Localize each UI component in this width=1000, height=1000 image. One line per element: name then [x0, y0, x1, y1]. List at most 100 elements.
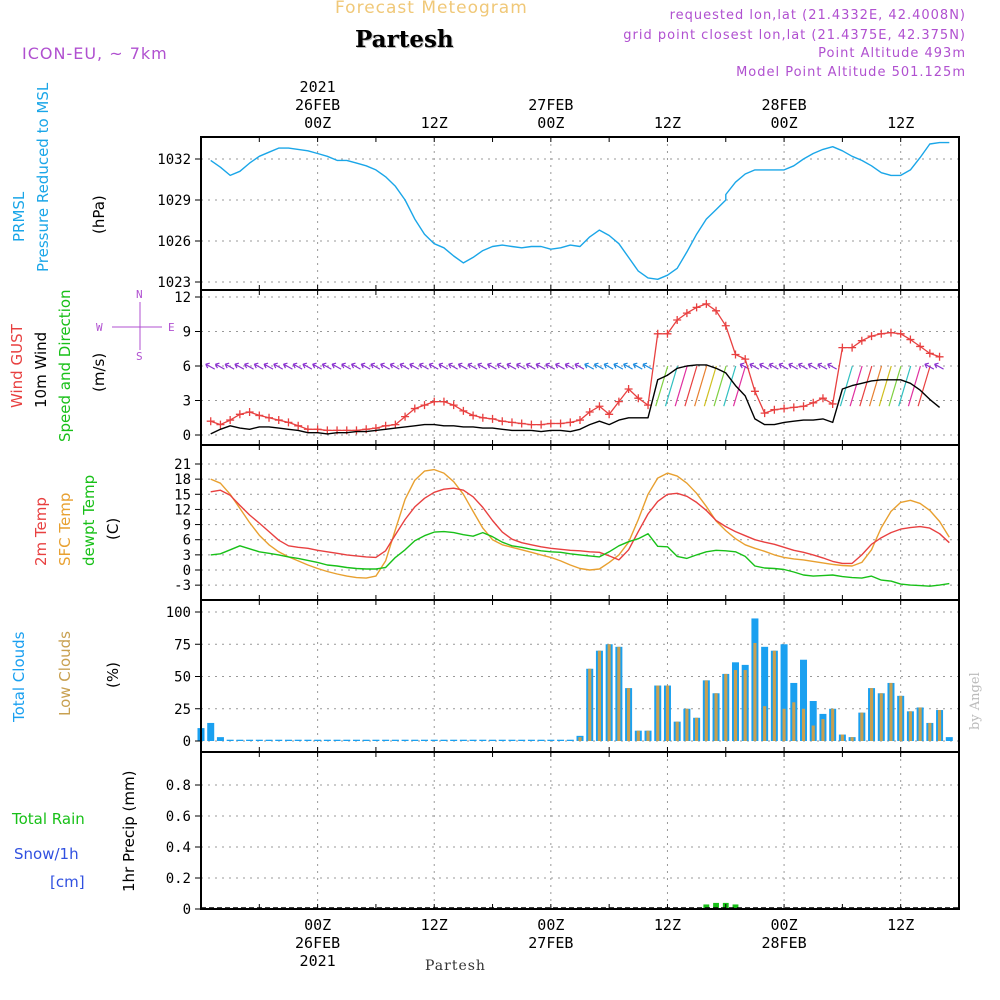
wind-gust-marker	[469, 411, 478, 420]
y-tick-label: 12	[174, 502, 191, 518]
y-tick-label: 100	[166, 605, 191, 621]
y-tick-label: 9	[183, 325, 191, 341]
wind-direction-arrow	[623, 362, 633, 370]
wind-direction-arrow	[613, 362, 624, 370]
wind-gust-marker	[274, 416, 283, 425]
total-cloud-bar	[284, 739, 292, 741]
wind-direction-arrow	[234, 362, 245, 370]
wind-gust-marker	[838, 343, 847, 352]
low-cloud-bar	[879, 693, 883, 741]
total-cloud-bar	[333, 739, 341, 741]
wind-gust-marker	[216, 420, 225, 429]
low-cloud-bar	[821, 719, 825, 741]
low-cloud-bar	[928, 722, 932, 741]
low-cloud-bar	[840, 734, 844, 741]
low-cloud-bar	[831, 708, 835, 741]
wind-direction-arrow	[467, 362, 478, 370]
total-cloud-bar	[216, 737, 224, 741]
bottom-time-label: 00Z	[537, 916, 564, 934]
wind-gust-marker	[789, 403, 798, 412]
wind-direction-arrow	[389, 362, 400, 370]
wind-gust-marker	[770, 405, 779, 414]
low-cloud-bar	[636, 730, 640, 741]
wind-direction-arrow	[321, 362, 332, 370]
top-time-label: 00Z	[304, 114, 331, 132]
low-cloud-bar	[578, 737, 582, 741]
wind-gust-marker	[731, 350, 740, 359]
wind-gust-marker	[313, 425, 322, 434]
total-cloud-bar	[236, 739, 244, 741]
wind-gust-marker	[857, 336, 866, 345]
panel-frame	[200, 751, 960, 910]
wind-gust-marker	[906, 335, 915, 344]
total-cloud-bar	[508, 739, 516, 741]
wind-direction-arrow	[448, 362, 458, 370]
footer-station: Partesh	[425, 958, 486, 974]
low-cloud-bar	[908, 711, 912, 741]
top-time-label: 12Z	[654, 114, 681, 132]
y-tick-label: 0.8	[166, 778, 191, 794]
wind-direction-arrow	[331, 362, 342, 370]
low-cloud-bar	[811, 725, 815, 741]
wind-gust-marker	[614, 397, 623, 406]
y-tick-label: 1032	[157, 152, 191, 168]
y-tick-label: 50	[174, 670, 191, 686]
wind-gust-marker	[294, 421, 303, 430]
y-tick-label: 0.2	[166, 871, 191, 887]
bottom-time-label: 00Z	[304, 916, 331, 934]
wind-direction-arrow	[934, 362, 944, 370]
wind-direction-arrow	[370, 362, 381, 370]
low-cloud-bar	[627, 688, 631, 741]
wind-direction-arrow	[574, 362, 585, 370]
wind-gust-marker	[605, 410, 614, 419]
total-cloud-bar	[450, 739, 458, 741]
wind-gust-marker	[206, 417, 215, 426]
wind-direction-arrow	[664, 365, 679, 407]
bottom-time-label: 12Z	[421, 916, 448, 934]
total-cloud-bar	[246, 739, 254, 741]
wind-direction-arrow	[917, 365, 931, 407]
wind-gust-marker	[430, 397, 439, 406]
wind-gust-marker	[245, 408, 254, 416]
bottom-time-label: 12Z	[654, 916, 681, 934]
total-cloud-bar	[352, 739, 360, 741]
compass-e: E	[168, 321, 175, 334]
y-tick-label: 0	[183, 563, 191, 579]
wind-gust-marker	[663, 329, 672, 338]
wind-direction-arrow	[849, 365, 863, 407]
low-cloud-bar	[782, 708, 786, 741]
wind-direction-arrow	[273, 362, 284, 370]
low-cloud-bar	[588, 668, 592, 741]
wind-gust-marker	[265, 413, 274, 422]
panel-frame	[200, 136, 960, 291]
top-time-label: 12Z	[421, 114, 448, 132]
wind-10m-series-line	[210, 364, 941, 435]
y-tick-label: 21	[174, 457, 191, 473]
total-cloud-bar	[430, 739, 438, 741]
wind-direction-arrow	[496, 362, 507, 370]
wind-gust-marker	[566, 418, 575, 427]
wind-direction-arrow	[525, 362, 536, 370]
wind-gust-marker	[692, 303, 701, 312]
wind-direction-arrow	[642, 362, 653, 370]
wind-gust-marker	[546, 419, 555, 428]
low-cloud-bar	[801, 708, 806, 741]
model-label: ICON-EU, ~ 7km	[22, 44, 168, 63]
wind-direction-arrow	[564, 362, 575, 370]
requested-coords: requested lon,lat (21.4332E, 42.4008N)	[669, 8, 966, 23]
total-cloud-bar	[421, 739, 429, 741]
y-tick-label: 75	[174, 637, 191, 653]
wind-gust-marker	[576, 416, 584, 425]
wind-gust-marker	[507, 418, 516, 427]
wind-gust-marker	[488, 414, 497, 423]
y-tick-label: 18	[174, 472, 191, 488]
low-cloud-bar	[938, 710, 942, 741]
compass-w: W	[96, 321, 103, 334]
total-cloud-bar	[809, 701, 817, 741]
chart-title: Forecast Meteogram	[335, 0, 528, 18]
total-cloud-bar	[304, 739, 312, 741]
wind-direction-arrow	[593, 362, 604, 370]
bottom-year-label: 2021	[300, 952, 336, 970]
wind-direction-arrow	[428, 362, 439, 370]
wind-gust-marker	[391, 420, 400, 429]
